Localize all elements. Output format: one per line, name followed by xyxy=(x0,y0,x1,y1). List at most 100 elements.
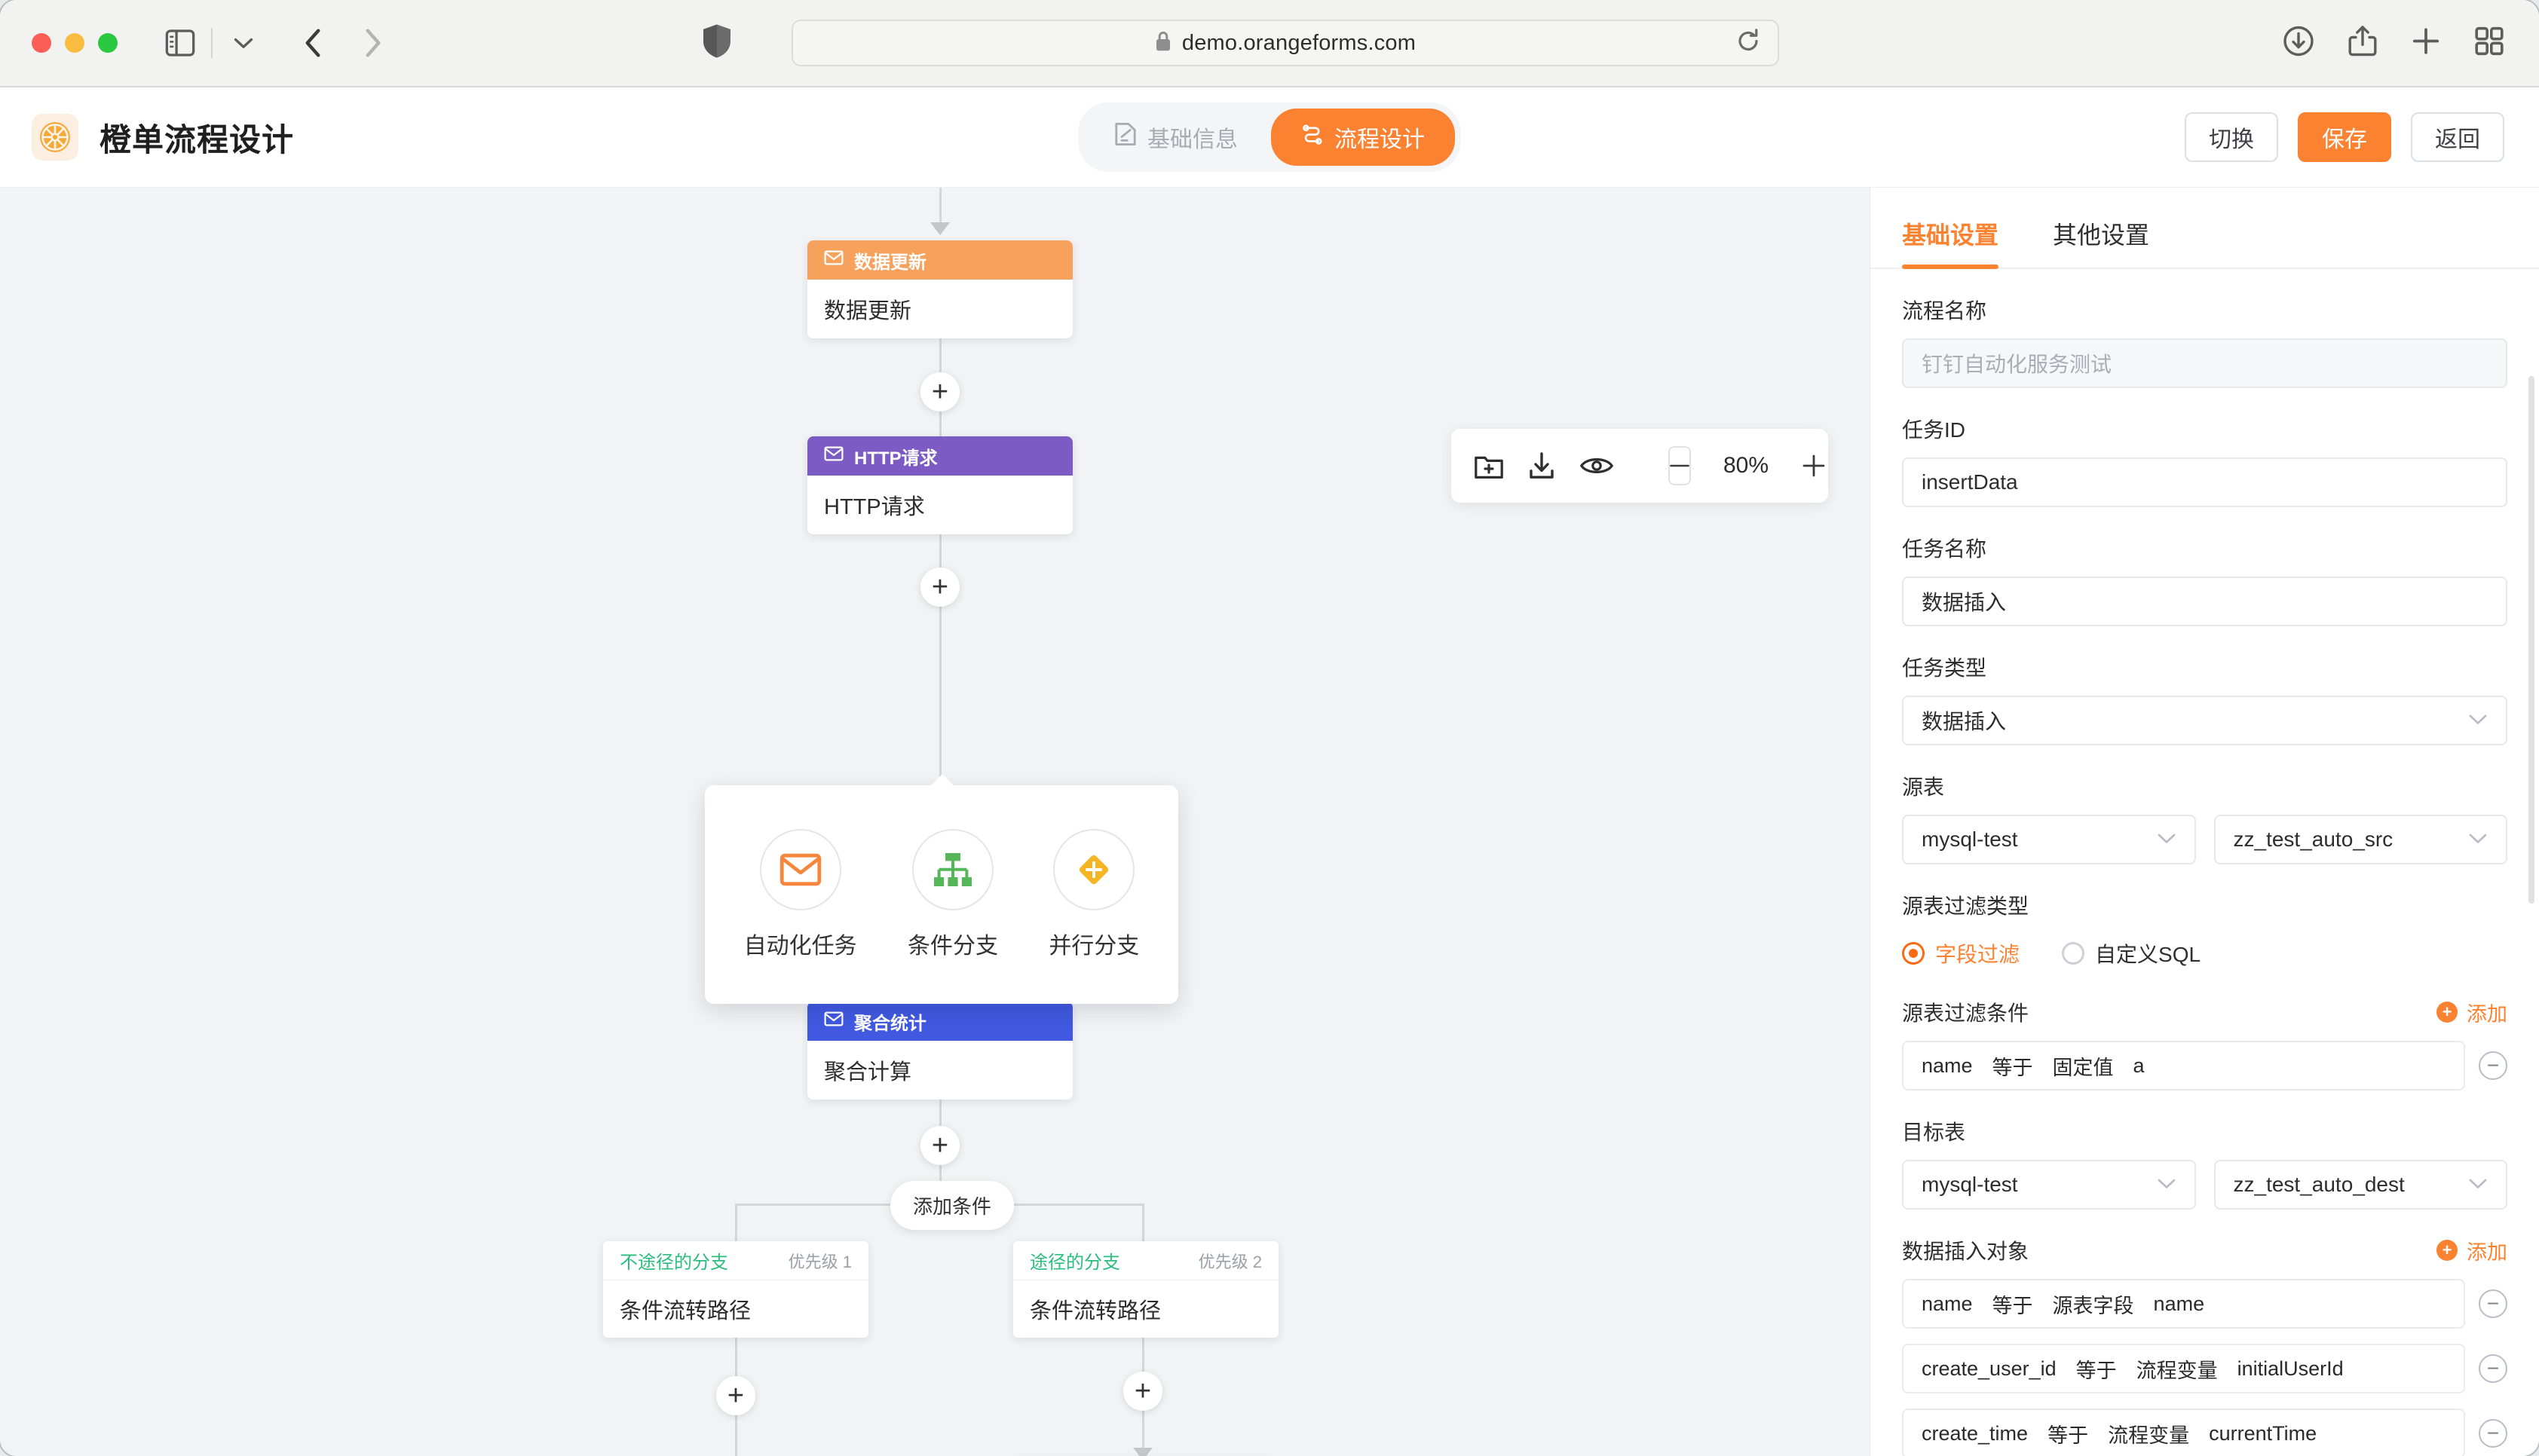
field-label: 目标表 xyxy=(1902,1121,1966,1144)
chevron-down-icon xyxy=(2468,829,2488,850)
eye-icon[interactable] xyxy=(1579,448,1614,484)
flow-name-input[interactable]: 钉钉自动化服务测试 xyxy=(1902,338,2507,388)
document-icon xyxy=(1114,122,1137,152)
download-icon[interactable] xyxy=(1527,448,1557,484)
add-node-button[interactable]: + xyxy=(920,567,960,607)
field-target-table: 目标表 mysql-test zz_test_auto_dest xyxy=(1902,1116,2507,1210)
share-icon[interactable] xyxy=(2348,25,2378,62)
flow-branch-priority: 优先级 1 xyxy=(788,1252,852,1271)
flow-branch-priority: 优先级 2 xyxy=(1198,1252,1262,1271)
filter-condition-row: name 等于 固定值 a − xyxy=(1902,1041,2507,1090)
back-chevron-icon[interactable] xyxy=(292,23,333,63)
task-name-input[interactable]: 数据插入 xyxy=(1902,577,2507,626)
mapping-value: initialUserId xyxy=(2237,1357,2344,1380)
field-filter-type: 源表过滤类型 字段过滤 自定义SQL xyxy=(1902,890,2507,971)
panel-scrollbar[interactable] xyxy=(2528,376,2534,904)
tab-flow-design[interactable]: 流程设计 xyxy=(1271,109,1455,166)
flow-node-data-update[interactable]: 数据更新 数据更新 xyxy=(807,240,1073,338)
minimize-window-button[interactable] xyxy=(65,33,84,53)
condition-operator: 等于 xyxy=(1992,1056,2033,1079)
reload-icon[interactable] xyxy=(1735,29,1761,58)
insert-object-box[interactable]: name 等于 源表字段 name xyxy=(1902,1279,2465,1329)
flow-branch-header: 不途径的分支 优先级 1 xyxy=(603,1241,868,1280)
close-window-button[interactable] xyxy=(32,33,51,53)
zoom-out-button[interactable] xyxy=(1668,446,1691,485)
flow-branch-node-1[interactable]: 不途径的分支 优先级 1 条件流转路径 xyxy=(603,1241,868,1338)
panel-content: 流程名称 钉钉自动化服务测试 任务ID insertData 任务名称 数据插入… xyxy=(1870,295,2539,1456)
remove-insert-object-button[interactable]: − xyxy=(2479,1354,2507,1383)
insert-object-box[interactable]: create_time 等于 流程变量 currentTime xyxy=(1902,1409,2465,1456)
downloads-icon[interactable] xyxy=(2283,26,2314,61)
flow-graph: 数据更新 数据更新 + HTTP请求 HTTP请求 xyxy=(0,188,1870,1456)
mapping-source: 流程变量 xyxy=(2136,1359,2218,1382)
flow-branch-header: 途径的分支 优先级 2 xyxy=(1013,1241,1279,1280)
add-node-button[interactable]: + xyxy=(920,1126,960,1165)
zoom-in-button[interactable] xyxy=(1801,446,1827,485)
target-table-value: zz_test_auto_dest xyxy=(2233,1173,2405,1196)
picker-item-label: 自动化任务 xyxy=(743,934,857,959)
switch-button[interactable]: 切换 xyxy=(2185,112,2278,162)
flow-arrow xyxy=(1133,1448,1153,1456)
remove-insert-object-button[interactable]: − xyxy=(2479,1419,2507,1448)
add-node-button[interactable]: + xyxy=(1123,1372,1162,1411)
save-button[interactable]: 保存 xyxy=(2298,112,2391,162)
folder-plus-icon[interactable] xyxy=(1474,448,1504,484)
forward-chevron-icon[interactable] xyxy=(353,23,394,63)
flow-icon xyxy=(1301,123,1324,151)
radio-custom-sql[interactable]: 自定义SQL xyxy=(2062,938,2201,968)
flow-node-aggregate[interactable]: 聚合统计 聚合计算 xyxy=(807,1002,1073,1100)
new-tab-icon[interactable] xyxy=(2411,26,2441,60)
panel-tab-bar: 基础设置 其他设置 xyxy=(1870,188,2539,269)
tab-basic-info[interactable]: 基础信息 xyxy=(1084,109,1268,166)
tab-flow-design-label: 流程设计 xyxy=(1334,127,1425,152)
flow-arrow xyxy=(930,222,950,235)
diamond-plus-icon xyxy=(1053,829,1135,910)
tab-other-settings[interactable]: 其他设置 xyxy=(2053,222,2150,249)
flow-node-body: 数据更新 xyxy=(824,299,912,323)
tab-basic-info-label: 基础信息 xyxy=(1147,127,1238,152)
tab-overview-icon[interactable] xyxy=(2474,26,2504,60)
target-table-select[interactable]: zz_test_auto_dest xyxy=(2213,1160,2507,1210)
chevron-down-icon[interactable] xyxy=(223,23,264,63)
canvas-toolbar: 80% xyxy=(1451,429,1828,503)
remove-insert-object-button[interactable]: − xyxy=(2479,1289,2507,1318)
mapping-source: 源表字段 xyxy=(2052,1294,2134,1317)
org-tree-icon xyxy=(911,829,994,910)
picker-item-automation-task[interactable]: 自动化任务 xyxy=(744,829,857,960)
task-type-select[interactable]: 数据插入 xyxy=(1902,696,2507,745)
target-datasource-select[interactable]: mysql-test xyxy=(1902,1160,2196,1210)
radio-dot xyxy=(1902,942,1925,965)
insert-object-box[interactable]: create_user_id 等于 流程变量 initialUserId xyxy=(1902,1344,2465,1393)
picker-item-conditional-branch[interactable]: 条件分支 xyxy=(908,829,998,960)
sidebar-toggle-icon[interactable] xyxy=(160,23,201,63)
source-table-value: zz_test_auto_src xyxy=(2233,827,2394,851)
flow-node-http-request[interactable]: HTTP请求 HTTP请求 xyxy=(807,436,1073,534)
task-id-input[interactable]: insertData xyxy=(1902,457,2507,507)
source-table-select[interactable]: zz_test_auto_src xyxy=(2213,815,2507,864)
flow-branch-body: 条件流转路径 xyxy=(1030,1299,1162,1323)
maximize-window-button[interactable] xyxy=(98,33,118,53)
zoom-level: 80% xyxy=(1723,453,1769,478)
remove-condition-button[interactable]: − xyxy=(2479,1051,2507,1080)
field-label: 流程名称 xyxy=(1902,299,1987,323)
source-datasource-select[interactable]: mysql-test xyxy=(1902,815,2196,864)
picker-item-parallel-branch[interactable]: 并行分支 xyxy=(1049,829,1139,960)
mapping-operator: 等于 xyxy=(2047,1424,2089,1447)
add-insert-object-button[interactable]: + 添加 xyxy=(2436,1236,2507,1265)
flow-node-header: HTTP请求 xyxy=(807,436,1073,476)
radio-field-filter[interactable]: 字段过滤 xyxy=(1902,938,2020,968)
chrome-divider xyxy=(211,28,213,58)
filter-condition-box[interactable]: name 等于 固定值 a xyxy=(1902,1041,2465,1090)
add-filter-condition-button[interactable]: + 添加 xyxy=(2436,998,2507,1027)
shield-icon[interactable] xyxy=(701,23,733,63)
add-condition-button[interactable]: 添加条件 xyxy=(890,1181,1015,1230)
properties-panel: 基础设置 其他设置 流程名称 钉钉自动化服务测试 任务ID insertData… xyxy=(1870,188,2539,1456)
add-node-button[interactable]: + xyxy=(920,372,960,411)
flow-branch-node-2[interactable]: 途径的分支 优先级 2 条件流转路径 xyxy=(1013,1241,1279,1338)
flow-canvas[interactable]: 80% 数据更新 数据更新 xyxy=(0,188,1870,1456)
flow-node-header-label: 数据更新 xyxy=(854,252,926,273)
tab-basic-settings[interactable]: 基础设置 xyxy=(1902,216,1999,269)
back-button[interactable]: 返回 xyxy=(2411,112,2504,162)
add-node-button[interactable]: + xyxy=(716,1376,755,1415)
address-bar[interactable]: demo.orangeforms.com xyxy=(792,20,1779,66)
